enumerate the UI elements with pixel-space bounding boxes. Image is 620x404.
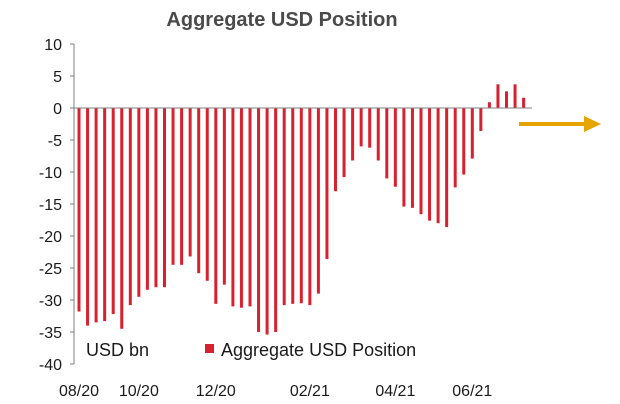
chart-title: Aggregate USD Position [166,9,397,31]
bar [462,108,466,175]
bar [163,108,166,288]
bar [342,108,346,178]
y-tick-label: -40 [39,357,62,374]
bar [111,108,115,315]
bar [86,108,90,326]
y-tick-label: 0 [53,101,62,118]
bar [282,108,286,306]
bar [419,108,423,215]
bar [505,91,508,108]
legend-label: Aggregate USD Position [221,340,416,360]
bar [470,108,474,159]
x-tick-label: 08/20 [59,383,99,400]
bar [274,108,278,332]
bar [496,84,500,108]
x-tick-label: 06/21 [452,383,492,400]
bar [231,108,235,307]
bar [197,108,201,274]
bar [171,108,175,265]
bar [376,108,380,161]
y-tick-label: -25 [39,261,62,278]
y-tick-label: -10 [39,165,62,182]
bar [479,108,483,132]
bar [265,108,269,335]
bar [120,108,124,329]
bar [291,108,295,304]
bar [137,108,141,297]
bar [205,108,209,281]
x-axis-ticks: 08/20 10/20 12/20 02/21 04/21 06/21 [59,383,492,400]
y-tick-label: 10 [44,37,62,54]
bar [385,108,389,179]
y-tick-label: -30 [39,293,62,310]
bar [436,108,440,224]
bar [154,108,158,288]
x-tick-label: 10/20 [119,383,159,400]
y-tick-label: -15 [39,197,62,214]
bar [522,97,526,108]
bar [368,108,372,148]
bar [428,108,432,221]
bar [410,108,414,208]
bar [325,108,329,260]
bar [248,108,252,307]
bar [402,108,406,207]
legend-swatch [205,344,214,353]
bars [77,84,526,335]
bar [103,108,107,322]
bar [239,108,243,308]
x-tick-label: 04/21 [375,383,415,400]
bar [299,108,303,304]
bar [257,108,261,332]
bar [453,108,457,188]
arrow-annotation [519,116,601,132]
bar [351,108,355,161]
y-axis-ticks: 10 5 0 -5 -10 -15 -20 -25 -30 -35 -40 [39,37,74,374]
y-tick-label: -20 [39,229,62,246]
bar [445,108,449,228]
bar [334,108,337,192]
bar [308,108,312,306]
bar [359,108,363,147]
x-tick-label: 12/20 [196,383,236,400]
bar [214,108,218,304]
bar [145,108,149,290]
bar [188,108,192,257]
bar [487,102,491,108]
bar [513,84,517,108]
x-tick-label: 02/21 [290,383,330,400]
bar [180,108,184,265]
bar [222,108,226,285]
y-tick-label: -5 [48,133,62,150]
bar [393,108,397,187]
y-axis-unit-label: USD bn [86,340,149,360]
bar [94,108,98,323]
bar [128,108,132,306]
bar [316,108,320,294]
y-tick-label: 5 [53,69,62,86]
y-tick-label: -35 [39,325,62,342]
bar [77,108,81,312]
